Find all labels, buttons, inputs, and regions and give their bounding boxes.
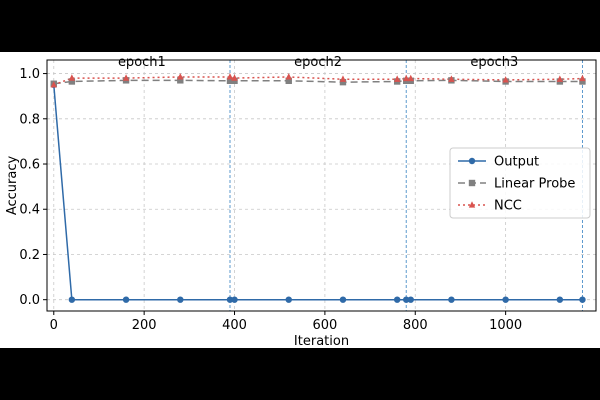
output-point [231, 296, 238, 303]
output-point [403, 296, 410, 303]
accuracy-line-chart: 0 200 400 600 800 1000 0.0 0.2 0.4 0.6 0.8 1.0 epoc… [5, 55, 597, 349]
output-point [177, 296, 184, 303]
series-markers [50, 73, 586, 303]
output-point [448, 296, 455, 303]
x-tick-label: 600 [312, 318, 337, 333]
legend: Output Linear Probe NCC [449, 147, 591, 219]
output-point [502, 296, 509, 303]
linear-probe-point [177, 77, 184, 84]
linear-probe-point [285, 77, 292, 85]
x-tick-label: 800 [403, 318, 428, 333]
y-axis-label: Accuracy [5, 156, 20, 216]
legend-ncc-label: NCC [494, 199, 522, 214]
ncc-point [448, 75, 455, 82]
output-point [122, 296, 130, 303]
epoch-label: epoch2 [294, 55, 342, 70]
y-tick-label: 0.0 [19, 293, 40, 308]
ncc-point [122, 74, 130, 81]
x-tick-label: 200 [132, 318, 157, 333]
legend-output-marker [468, 157, 476, 165]
y-tick-label: 0.4 [19, 203, 40, 218]
legend-linear-probe-marker [468, 179, 476, 187]
y-tick-label: 1.0 [19, 67, 40, 82]
y-tick-label: 0.2 [19, 248, 40, 263]
ncc-point [339, 75, 347, 82]
ncc-point [407, 74, 414, 82]
y-tick-label: 0.6 [19, 158, 40, 173]
ncc-point [502, 76, 509, 83]
ncc-point [68, 74, 76, 81]
chart-figure: 0 200 400 600 800 1000 0.0 0.2 0.4 0.6 0.8 1.0 epoc… [0, 52, 600, 349]
ncc-point [393, 75, 401, 82]
ncc-point [403, 74, 410, 82]
ncc-point [579, 74, 586, 82]
output-point [407, 296, 414, 303]
legend-linear-probe-label: Linear Probe [494, 177, 575, 192]
x-tick-label: 0 [50, 318, 58, 333]
y-tick-label: 0.8 [19, 112, 40, 127]
output-point [556, 296, 564, 303]
legend-ncc-marker [468, 201, 476, 208]
axis-ticks: 0 200 400 600 800 1000 0.0 0.2 0.4 0.6 0.8 1.0 [19, 67, 522, 333]
ncc-point [285, 73, 292, 80]
ncc-point [231, 74, 238, 81]
output-point [68, 296, 76, 303]
output-point [339, 296, 347, 303]
x-tick-label: 400 [222, 318, 247, 333]
plot-frame [46, 59, 597, 312]
epoch-label: epoch3 [470, 55, 518, 70]
ncc-point [50, 81, 57, 88]
output-point [393, 296, 401, 303]
legend-box [449, 147, 591, 219]
x-tick-label: 1000 [489, 318, 522, 333]
linear-probe-point [231, 77, 238, 85]
ncc-point [556, 75, 564, 82]
linear-probe-point [339, 78, 347, 86]
output-point [579, 296, 586, 303]
ncc-point [177, 73, 184, 80]
output-point [226, 296, 234, 303]
ncc-point [226, 73, 234, 80]
linear-probe-point [579, 78, 586, 85]
linear-probe-point [68, 78, 76, 85]
epoch-labels: epoch1 epoch2 epoch3 [118, 55, 518, 70]
linear-probe-point [226, 77, 234, 85]
x-axis-label: Iteration [294, 334, 349, 348]
output-point [285, 296, 292, 303]
epoch-label: epoch1 [118, 55, 166, 70]
legend-output-label: Output [494, 155, 539, 170]
